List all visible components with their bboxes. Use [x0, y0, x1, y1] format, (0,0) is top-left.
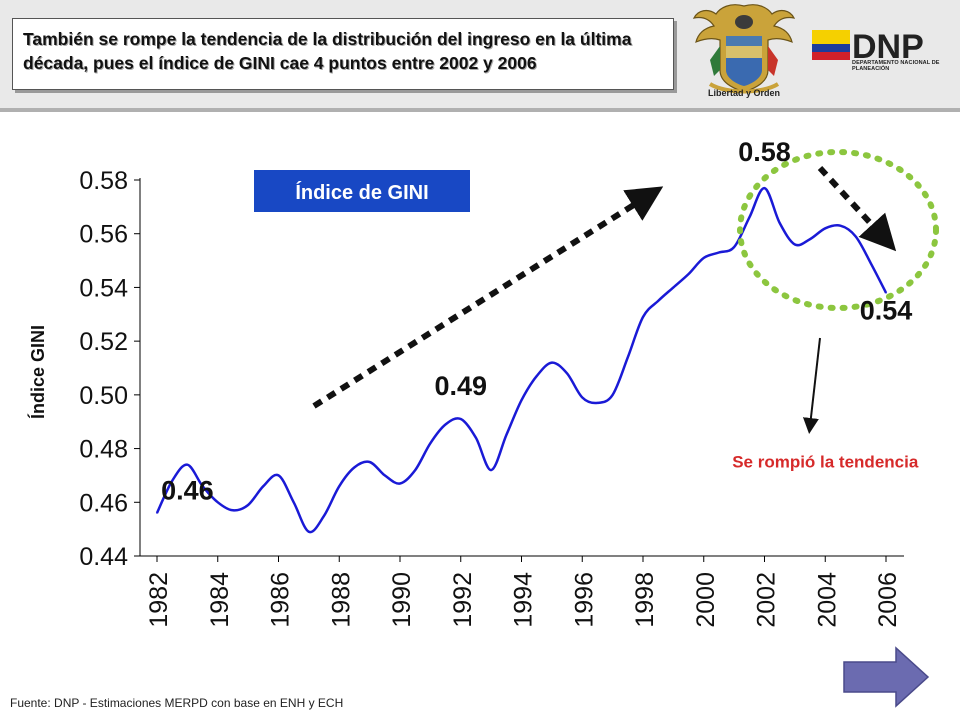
y-tick-label: 0.54	[79, 274, 128, 302]
x-tick-label: 2006	[874, 572, 902, 628]
gini-data-point	[703, 257, 705, 259]
gini-data-point	[611, 394, 614, 396]
gini-data-point	[748, 216, 751, 219]
gini-data-point	[505, 434, 508, 436]
x-tick-label: 1992	[449, 572, 477, 628]
legend-box	[254, 170, 470, 212]
trend-break-caption: Se rompió la tendencia	[732, 452, 919, 471]
value-annotation: 0.54	[860, 296, 913, 326]
gini-chart: Índice de GINI Índice GINI 0.44 0.46 0.48 0…	[27, 137, 939, 628]
dnp-logo-subtitle: DEPARTAMENTO NACIONAL DE PLANEACIÓN	[852, 60, 940, 72]
gini-data-point	[444, 423, 447, 426]
gini-data-point	[657, 300, 659, 302]
gini-data-point	[551, 361, 553, 364]
dnp-logo: DNP	[812, 28, 924, 66]
x-tick-label: 1994	[510, 572, 538, 628]
gini-series-line	[155, 186, 888, 534]
next-slide-arrow-icon[interactable]	[842, 646, 930, 708]
x-tick-label: 2004	[813, 572, 841, 628]
gini-data-point	[232, 509, 234, 512]
x-tick-label: 1982	[145, 572, 173, 628]
y-tick-label: 0.48	[79, 436, 128, 464]
pointer-arrow	[802, 337, 821, 434]
y-tick-label: 0.46	[79, 489, 128, 517]
seal-caption: Libertad y Orden	[707, 88, 780, 98]
x-tick-label: 1996	[570, 572, 598, 628]
gini-data-point	[338, 485, 341, 488]
gini-data-point	[490, 469, 492, 471]
y-tick-label: 0.56	[79, 221, 128, 249]
gini-data-point	[323, 514, 325, 517]
value-annotation: 0.58	[738, 137, 791, 167]
gini-data-point	[217, 501, 219, 504]
y-tick-label: 0.52	[79, 328, 128, 356]
gini-data-point	[292, 501, 295, 504]
gini-data-point	[201, 485, 204, 488]
gini-data-point	[475, 437, 477, 439]
gini-data-point	[429, 442, 432, 445]
gini-data-point	[672, 286, 675, 289]
value-annotation: 0.46	[161, 476, 214, 506]
gini-data-point	[535, 375, 538, 377]
gini-data-point	[399, 482, 401, 485]
source-footer: Fuente: DNP - Estimaciones MERPD con bas…	[10, 696, 344, 710]
gini-data-point	[627, 356, 629, 359]
gini-data-point	[520, 399, 523, 402]
gini-data-point	[368, 461, 371, 463]
gini-data-point	[763, 187, 766, 189]
gini-data-point	[839, 224, 842, 227]
slide-title: También se rompe la tendencia de la dist…	[23, 29, 632, 73]
gini-data-point	[642, 316, 644, 318]
y-axis-label: Índice GINI	[27, 325, 48, 419]
upward-trend-arrow	[312, 186, 664, 409]
gini-data-point	[596, 402, 599, 404]
gini-data-point	[308, 531, 310, 533]
gini-data-point	[870, 262, 872, 265]
x-tick-label: 1988	[327, 572, 355, 628]
gini-data-point	[460, 418, 462, 420]
gini-data-point	[156, 512, 158, 514]
gini-data-point	[171, 480, 173, 482]
gini-data-point	[824, 227, 827, 230]
value-annotation: 0.49	[434, 371, 487, 401]
gini-data-point	[353, 466, 356, 469]
gini-data-point	[794, 243, 796, 246]
x-tick-label: 1990	[388, 572, 416, 628]
gini-data-point	[384, 474, 386, 477]
gini-data-point	[277, 474, 280, 477]
gini-data-point	[809, 238, 811, 240]
x-tick-label: 1986	[267, 572, 295, 628]
gini-data-point	[566, 372, 568, 375]
gini-data-point	[186, 463, 189, 466]
gini-data-point	[687, 273, 690, 275]
dnp-logo-text: DNP	[852, 28, 924, 66]
gini-data-point	[885, 292, 887, 294]
x-tick-label: 1998	[631, 572, 659, 628]
title-box: También se rompe la tendencia de la dist…	[12, 18, 674, 90]
gini-data-point	[778, 222, 781, 224]
legend: Índice de GINI	[254, 170, 470, 212]
gini-data-point	[414, 469, 417, 471]
x-tick-label: 2002	[753, 572, 781, 628]
y-tick-label: 0.44	[79, 543, 128, 571]
y-tick-label: 0.58	[79, 167, 128, 195]
gini-data-point	[262, 485, 265, 488]
x-tick-label: 2000	[692, 572, 720, 628]
gini-data-point	[854, 235, 857, 238]
x-tick-label: 1984	[206, 572, 234, 628]
gini-data-point	[718, 251, 720, 254]
chart-title: Índice de GINI	[295, 181, 428, 204]
gini-data-point	[733, 246, 735, 248]
gini-data-point	[247, 504, 249, 506]
highlight-circle	[737, 149, 939, 311]
gini-data-point	[581, 396, 584, 399]
y-tick-label: 0.50	[79, 382, 128, 410]
coat-of-arms-icon	[692, 4, 796, 94]
